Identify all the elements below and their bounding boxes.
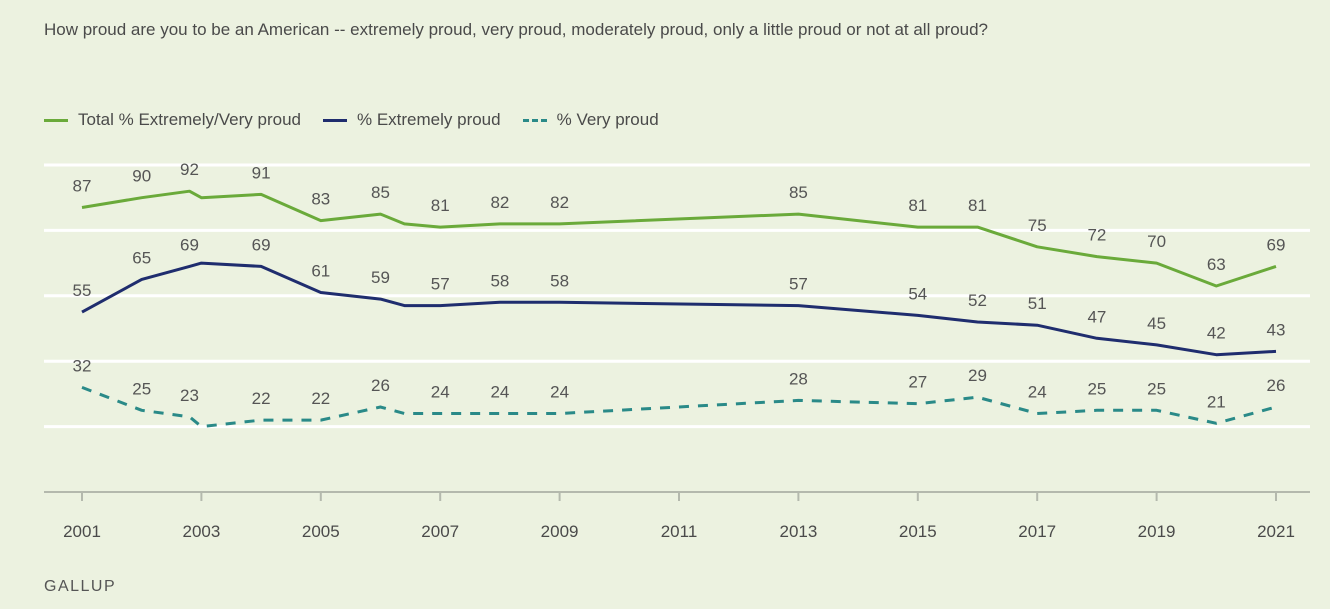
data-label-s0-14: 75 xyxy=(1028,216,1047,235)
data-label-s1-14: 51 xyxy=(1028,294,1047,313)
x-tick-label-2005: 2005 xyxy=(302,522,340,541)
legend-label-very: % Very proud xyxy=(556,110,659,129)
x-tick-label-2003: 2003 xyxy=(182,522,220,541)
data-label-s1-15: 47 xyxy=(1087,307,1106,326)
data-label-s2-0: 32 xyxy=(73,356,92,375)
legend: Total % Extremely/Very proud % Extremely… xyxy=(44,110,681,130)
data-label-s2-5: 22 xyxy=(311,389,330,408)
data-label-s0-17: 63 xyxy=(1207,255,1226,274)
data-label-s0-12: 81 xyxy=(908,196,927,215)
data-label-s0-15: 72 xyxy=(1087,226,1106,245)
data-label-s0-0: 87 xyxy=(73,177,92,196)
data-label-s2-2: 23 xyxy=(180,386,199,405)
legend-item-total: Total % Extremely/Very proud xyxy=(44,110,301,130)
data-label-s1-5: 61 xyxy=(311,262,330,281)
data-label-s2-11: 28 xyxy=(789,369,808,388)
data-label-s0-9: 82 xyxy=(490,193,509,212)
data-label-s0-1: 90 xyxy=(132,167,151,186)
data-label-s0-16: 70 xyxy=(1147,232,1166,251)
x-tick-label-2015: 2015 xyxy=(899,522,937,541)
series-line-1 xyxy=(81,261,1277,357)
legend-item-very: % Very proud xyxy=(522,110,659,130)
legend-label-extremely: % Extremely proud xyxy=(356,110,501,129)
data-label-s2-9: 24 xyxy=(490,383,509,402)
x-tick-label-2009: 2009 xyxy=(541,522,579,541)
data-label-s2-4: 22 xyxy=(252,389,271,408)
data-label-s1-11: 57 xyxy=(789,275,808,294)
data-label-s0-10: 82 xyxy=(550,193,569,212)
legend-swatch-very xyxy=(522,118,547,122)
data-label-s2-14: 24 xyxy=(1028,383,1047,402)
x-tick-label-2019: 2019 xyxy=(1138,522,1176,541)
series-line-0 xyxy=(81,189,1277,288)
x-tick-label-2021: 2021 xyxy=(1257,522,1295,541)
data-label-s2-8: 24 xyxy=(431,383,450,402)
data-label-s2-18: 26 xyxy=(1267,376,1286,395)
data-label-s1-6: 59 xyxy=(371,268,390,287)
data-label-s1-0: 55 xyxy=(73,281,92,300)
data-label-s1-12: 54 xyxy=(908,284,927,303)
data-label-s2-12: 27 xyxy=(908,373,927,392)
x-tick-label-2007: 2007 xyxy=(421,522,459,541)
data-label-s1-17: 42 xyxy=(1207,324,1226,343)
data-label-s2-10: 24 xyxy=(550,383,569,402)
data-label-s1-16: 45 xyxy=(1147,314,1166,333)
data-label-s2-17: 21 xyxy=(1207,392,1226,411)
data-label-s1-10: 58 xyxy=(550,271,569,290)
data-label-s2-1: 25 xyxy=(132,379,151,398)
legend-swatch-total xyxy=(44,118,68,122)
legend-swatch-extremely xyxy=(322,118,347,122)
data-label-s2-6: 26 xyxy=(371,376,390,395)
data-label-s1-1: 65 xyxy=(132,248,151,267)
x-tick-label-2013: 2013 xyxy=(779,522,817,541)
data-label-s1-8: 57 xyxy=(431,275,450,294)
data-label-s2-16: 25 xyxy=(1147,379,1166,398)
x-tick-label-2017: 2017 xyxy=(1018,522,1056,541)
data-label-s0-13: 81 xyxy=(968,196,987,215)
data-label-s1-13: 52 xyxy=(968,291,987,310)
data-label-s0-5: 83 xyxy=(311,190,330,209)
legend-item-extremely: % Extremely proud xyxy=(322,110,501,130)
data-label-s0-18: 69 xyxy=(1267,235,1286,254)
chart-title: How proud are you to be an American -- e… xyxy=(44,20,989,39)
data-label-s1-2: 69 xyxy=(180,235,199,254)
source-label: GALLUP xyxy=(44,578,117,595)
x-tick-label-2001: 2001 xyxy=(63,522,101,541)
data-label-s0-6: 85 xyxy=(371,183,390,202)
data-label-s1-4: 69 xyxy=(252,235,271,254)
legend-label-total: Total % Extremely/Very proud xyxy=(78,110,301,129)
data-label-s0-8: 81 xyxy=(431,196,450,215)
data-label-s0-4: 91 xyxy=(252,163,271,182)
data-label-s1-9: 58 xyxy=(490,271,509,290)
data-label-s2-15: 25 xyxy=(1087,379,1106,398)
data-label-s1-18: 43 xyxy=(1267,320,1286,339)
series-line-2 xyxy=(81,385,1277,429)
x-tick-label-2011: 2011 xyxy=(661,522,698,541)
data-label-s0-11: 85 xyxy=(789,183,808,202)
data-label-s2-13: 29 xyxy=(968,366,987,385)
data-label-s0-2: 92 xyxy=(180,160,199,179)
